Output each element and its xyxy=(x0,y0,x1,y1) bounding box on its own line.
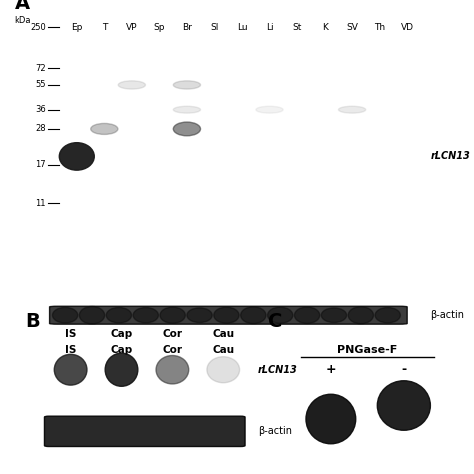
Ellipse shape xyxy=(106,308,131,322)
Text: VP: VP xyxy=(126,23,137,32)
Text: β-actin: β-actin xyxy=(258,426,292,437)
Ellipse shape xyxy=(160,307,185,324)
Text: K: K xyxy=(322,23,328,32)
Text: Sp: Sp xyxy=(154,23,165,32)
Text: 36: 36 xyxy=(35,105,46,114)
Ellipse shape xyxy=(173,81,201,89)
Text: IS: IS xyxy=(65,329,76,339)
Ellipse shape xyxy=(53,308,78,323)
Text: VD: VD xyxy=(401,23,414,32)
Text: 17: 17 xyxy=(35,160,46,169)
Ellipse shape xyxy=(59,143,94,170)
Ellipse shape xyxy=(91,123,118,135)
Ellipse shape xyxy=(321,308,346,322)
Ellipse shape xyxy=(79,307,105,324)
Text: IS: IS xyxy=(65,345,76,355)
Ellipse shape xyxy=(241,307,266,324)
Text: Sl: Sl xyxy=(210,23,219,32)
Text: Cau: Cau xyxy=(212,329,234,339)
Text: rLCN13: rLCN13 xyxy=(258,365,298,375)
Text: +: + xyxy=(326,363,336,376)
Ellipse shape xyxy=(187,307,212,324)
Text: SV: SV xyxy=(346,23,358,32)
Text: C: C xyxy=(268,312,282,331)
Ellipse shape xyxy=(294,307,319,323)
Text: Br: Br xyxy=(182,23,192,32)
FancyBboxPatch shape xyxy=(45,416,245,447)
Text: 11: 11 xyxy=(35,199,46,208)
Ellipse shape xyxy=(377,381,430,430)
FancyBboxPatch shape xyxy=(50,306,407,324)
Text: kDa: kDa xyxy=(14,16,31,25)
Text: PNGase-F: PNGase-F xyxy=(337,345,398,355)
Ellipse shape xyxy=(256,106,283,113)
Ellipse shape xyxy=(133,307,158,323)
Text: 55: 55 xyxy=(35,81,46,90)
Text: Cap: Cap xyxy=(110,329,133,339)
Text: St: St xyxy=(292,23,302,32)
Ellipse shape xyxy=(156,356,189,384)
Ellipse shape xyxy=(105,353,138,386)
Ellipse shape xyxy=(173,122,201,136)
Ellipse shape xyxy=(306,394,356,444)
Text: -: - xyxy=(401,363,406,376)
Ellipse shape xyxy=(375,308,401,322)
Ellipse shape xyxy=(118,81,146,89)
Text: Th: Th xyxy=(374,23,385,32)
Text: Cau: Cau xyxy=(212,345,234,355)
Ellipse shape xyxy=(207,357,240,383)
Text: rLCN13: rLCN13 xyxy=(430,151,470,162)
Text: 28: 28 xyxy=(35,125,46,133)
Text: β-actin: β-actin xyxy=(430,310,465,320)
Ellipse shape xyxy=(348,307,374,324)
Text: Li: Li xyxy=(266,23,273,32)
Text: Ep: Ep xyxy=(71,23,82,32)
Ellipse shape xyxy=(54,355,87,385)
Ellipse shape xyxy=(267,307,293,323)
Text: T: T xyxy=(101,23,107,32)
Text: Cor: Cor xyxy=(163,345,182,355)
Ellipse shape xyxy=(338,106,366,113)
Text: 72: 72 xyxy=(35,64,46,73)
Text: Cap: Cap xyxy=(110,345,133,355)
Text: Lu: Lu xyxy=(237,23,247,32)
Text: 250: 250 xyxy=(30,23,46,32)
Text: Cor: Cor xyxy=(163,329,182,339)
Ellipse shape xyxy=(214,307,239,324)
Text: A: A xyxy=(15,0,30,13)
Ellipse shape xyxy=(173,106,201,113)
Text: B: B xyxy=(25,312,40,331)
